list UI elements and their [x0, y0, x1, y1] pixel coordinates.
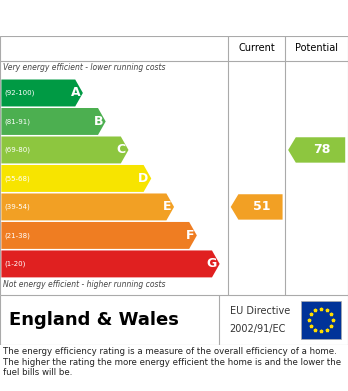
- Polygon shape: [288, 137, 345, 163]
- Bar: [301, 301, 341, 339]
- Polygon shape: [1, 251, 220, 277]
- Text: (1-20): (1-20): [4, 261, 25, 267]
- Text: England & Wales: England & Wales: [9, 311, 179, 329]
- Polygon shape: [231, 194, 283, 220]
- Polygon shape: [1, 165, 151, 192]
- Text: F: F: [185, 229, 194, 242]
- Text: The energy efficiency rating is a measure of the overall efficiency of a home. T: The energy efficiency rating is a measur…: [3, 347, 342, 377]
- Text: E: E: [163, 201, 171, 213]
- Text: D: D: [138, 172, 149, 185]
- Text: G: G: [207, 257, 217, 271]
- Text: (69-80): (69-80): [4, 147, 30, 153]
- Text: 78: 78: [313, 143, 331, 156]
- Text: A: A: [70, 86, 80, 99]
- Polygon shape: [1, 222, 197, 249]
- Text: Not energy efficient - higher running costs: Not energy efficient - higher running co…: [3, 280, 166, 289]
- Text: 51: 51: [253, 201, 271, 213]
- Text: C: C: [117, 143, 126, 156]
- Text: (55-68): (55-68): [4, 175, 30, 182]
- Text: Potential: Potential: [295, 43, 338, 53]
- Text: B: B: [93, 115, 103, 128]
- Text: (92-100): (92-100): [4, 90, 34, 96]
- Polygon shape: [1, 194, 174, 221]
- Text: Very energy efficient - lower running costs: Very energy efficient - lower running co…: [3, 63, 166, 72]
- Polygon shape: [1, 79, 83, 106]
- Text: (21-38): (21-38): [4, 232, 30, 239]
- Text: Current: Current: [238, 43, 275, 53]
- Polygon shape: [1, 136, 128, 163]
- Text: 2002/91/EC: 2002/91/EC: [230, 324, 286, 334]
- Polygon shape: [1, 108, 106, 135]
- Text: Energy Efficiency Rating: Energy Efficiency Rating: [10, 10, 239, 28]
- Text: (39-54): (39-54): [4, 204, 30, 210]
- Text: EU Directive: EU Directive: [230, 306, 290, 316]
- Text: (81-91): (81-91): [4, 118, 30, 125]
